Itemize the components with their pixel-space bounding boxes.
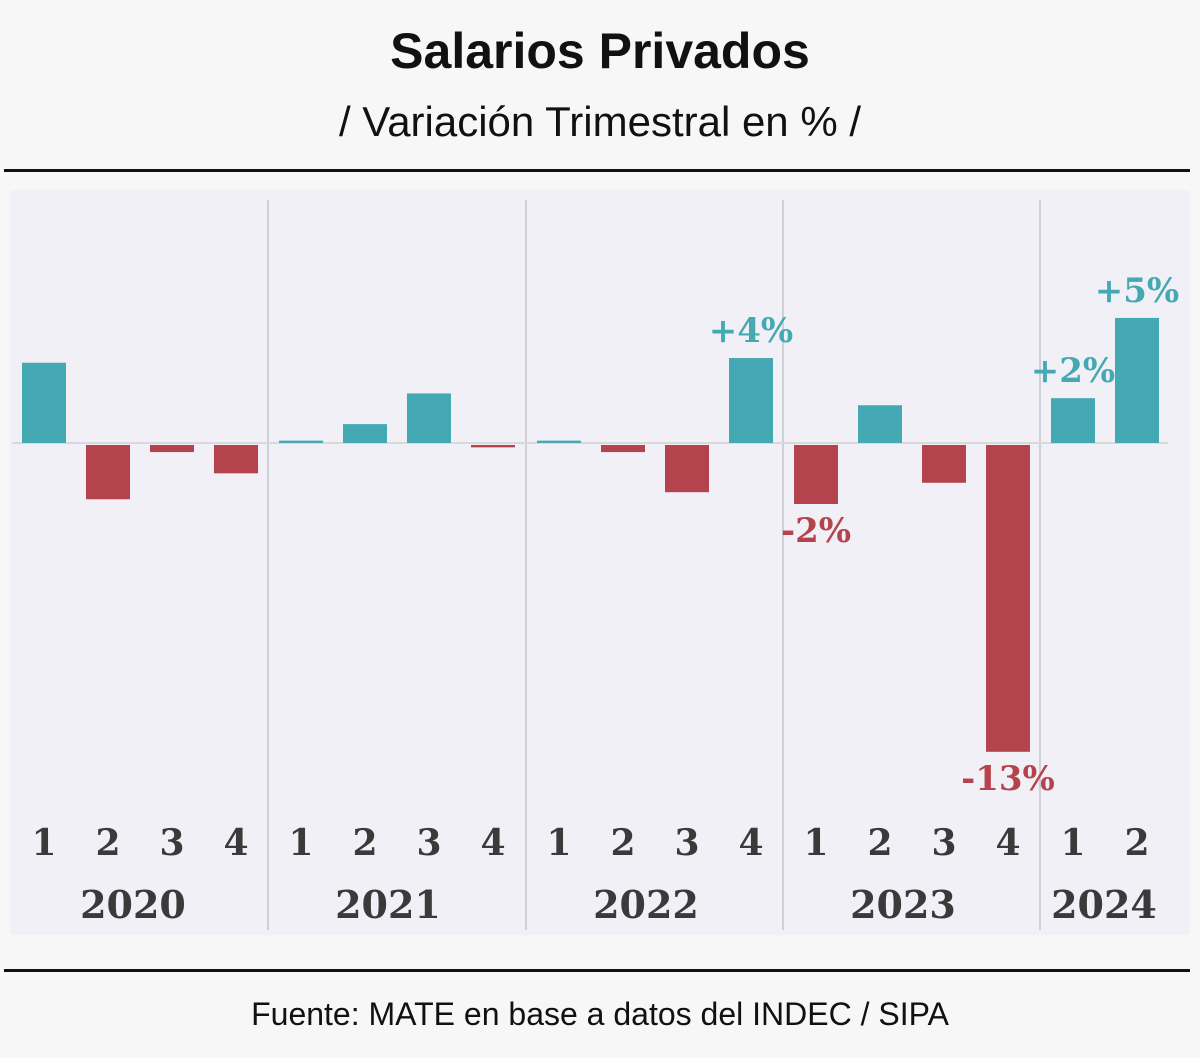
quarter-tick-label: 1	[31, 822, 56, 864]
quarter-tick-label: 1	[288, 822, 313, 864]
quarter-tick-label: 1	[1060, 822, 1085, 864]
quarter-tick-label: 4	[738, 822, 763, 864]
quarter-tick-label: 3	[931, 822, 956, 864]
bottom-divider	[4, 969, 1190, 972]
data-label: +4%	[709, 311, 793, 351]
quarter-tick-label: 1	[803, 822, 828, 864]
data-label: -13%	[961, 759, 1055, 799]
quarter-tick-label: 2	[867, 822, 892, 864]
bar-2020-q3	[150, 445, 194, 453]
top-divider	[4, 169, 1190, 172]
quarter-tick-label: 3	[159, 822, 184, 864]
bar-2022-q3	[665, 445, 709, 493]
source-note: Fuente: MATE en base a datos del INDEC /…	[251, 996, 949, 1032]
quarter-tick-label: 1	[546, 822, 571, 864]
year-label: 2020	[80, 882, 186, 927]
bar-2020-q4	[214, 445, 258, 474]
bar-2021-q4	[471, 445, 515, 448]
year-label: 2021	[335, 882, 441, 927]
quarter-tick-label: 4	[995, 822, 1020, 864]
year-label: 2022	[593, 882, 699, 927]
bar-2024-q2	[1115, 317, 1159, 443]
chart-title: Salarios Privados	[390, 23, 810, 79]
year-label: 2024	[1051, 882, 1157, 927]
bar-2021-q1	[279, 440, 323, 443]
bar-2023-q1	[794, 445, 838, 504]
data-label: +5%	[1095, 271, 1179, 311]
bar-2021-q3	[407, 393, 451, 443]
bar-2022-q1	[537, 440, 581, 443]
year-label: 2023	[850, 882, 956, 927]
chart-subtitle: / Variación Trimestral en % /	[338, 98, 862, 145]
data-label: +2%	[1031, 351, 1115, 391]
bar-2022-q2	[601, 445, 645, 453]
quarter-tick-label: 2	[352, 822, 377, 864]
quarter-tick-label: 2	[1124, 822, 1149, 864]
bar-2023-q3	[922, 445, 966, 483]
quarter-tick-label: 4	[480, 822, 505, 864]
bar-2021-q2	[343, 424, 387, 443]
quarter-tick-label: 3	[674, 822, 699, 864]
bar-2020-q1	[22, 362, 66, 443]
bar-2020-q2	[86, 445, 130, 500]
quarter-tick-label: 3	[416, 822, 441, 864]
quarter-tick-label: 4	[223, 822, 248, 864]
quarter-tick-label: 2	[610, 822, 635, 864]
bar-2022-q4	[729, 358, 773, 443]
bar-2023-q2	[858, 405, 902, 443]
quarter-tick-label: 2	[95, 822, 120, 864]
bar-2023-q4	[986, 445, 1030, 752]
data-label: -2%	[781, 511, 851, 551]
bar-2024-q1	[1051, 398, 1095, 443]
